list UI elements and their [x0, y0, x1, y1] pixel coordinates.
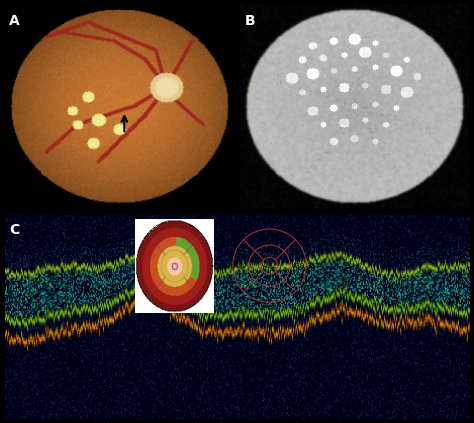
- Text: B: B: [245, 14, 255, 27]
- Text: C: C: [9, 223, 19, 237]
- Text: A: A: [9, 14, 19, 27]
